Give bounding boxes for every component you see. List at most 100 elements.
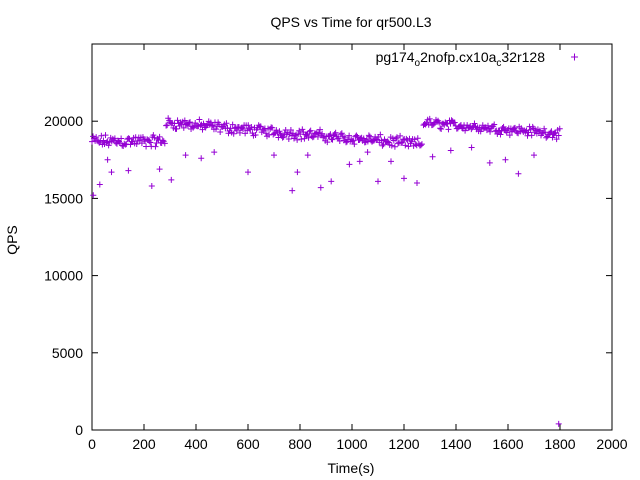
- data-point: [174, 117, 181, 124]
- data-point: [346, 161, 353, 168]
- x-axis-label: Time(s): [328, 460, 375, 476]
- data-point: [217, 128, 224, 135]
- x-tick-label: 1800: [544, 436, 575, 452]
- data-point: [551, 130, 558, 137]
- data-point: [414, 135, 421, 142]
- data-point: [233, 127, 240, 134]
- data-point: [393, 134, 400, 141]
- x-tick-label: 2000: [596, 436, 627, 452]
- data-point: [252, 131, 259, 138]
- data-point: [336, 138, 343, 145]
- y-axis: 0 5000 10000 15000 20000: [44, 113, 612, 438]
- data-point: [116, 138, 123, 145]
- data-point: [111, 135, 118, 142]
- legend-entry-marker: [571, 53, 578, 61]
- data-point: [548, 128, 555, 135]
- data-point: [294, 169, 301, 176]
- data-point: [168, 176, 175, 183]
- x-tick-label: 600: [236, 436, 260, 452]
- data-point: [528, 132, 535, 139]
- data-point: [317, 126, 324, 133]
- plot-border: [91, 43, 613, 431]
- data-point: [377, 131, 384, 138]
- data-point: [351, 141, 358, 148]
- data-point: [90, 192, 97, 199]
- data-point: [411, 136, 418, 143]
- data-point: [531, 152, 537, 159]
- data-point: [320, 134, 327, 141]
- data-point: [350, 137, 357, 144]
- data-point: [271, 130, 278, 137]
- data-point: [338, 130, 345, 137]
- data-point: [430, 120, 437, 127]
- data-point: [549, 134, 556, 141]
- data-point: [273, 127, 280, 134]
- data-point: [309, 134, 316, 141]
- data-point: [230, 130, 237, 137]
- y-tick-label: 20000: [44, 113, 83, 129]
- legend-entry-label: pg174o2nofp.cx10ac32r128: [376, 49, 546, 69]
- data-point: [438, 126, 445, 133]
- data-point: [173, 125, 180, 132]
- data-point: [451, 119, 458, 126]
- data-point: [161, 140, 168, 147]
- data-point: [150, 132, 157, 139]
- data-point: [203, 122, 210, 129]
- data-point: [198, 155, 205, 162]
- data-point: [240, 125, 247, 132]
- data-point: [314, 133, 321, 140]
- data-point: [260, 126, 267, 133]
- data-point: [401, 175, 407, 182]
- plot-frame: [91, 43, 613, 431]
- data-point: [332, 129, 339, 136]
- data-point: [469, 124, 476, 131]
- data-point: [512, 124, 519, 131]
- data-point: [445, 126, 452, 133]
- data-point: [271, 152, 277, 159]
- data-point: [229, 121, 236, 128]
- data-point: [156, 133, 163, 140]
- legend-subscript: c: [496, 58, 501, 69]
- data-point: [553, 136, 560, 143]
- data-point: [341, 134, 348, 141]
- data-point: [96, 181, 103, 188]
- data-point: [182, 152, 189, 159]
- data-point: [417, 142, 424, 149]
- data-point: [379, 142, 386, 149]
- data-point: [245, 169, 251, 176]
- data-point: [356, 158, 363, 165]
- data-point: [213, 126, 220, 133]
- data-point: [364, 149, 371, 156]
- data-point: [100, 137, 107, 144]
- data-point: [494, 131, 501, 138]
- x-tick-label: 0: [88, 436, 96, 452]
- data-point: [97, 138, 104, 145]
- data-point: [269, 124, 276, 131]
- data-point: [285, 136, 292, 143]
- x-tick-label: 1400: [440, 436, 471, 452]
- legend-text-part: 2nofp.cx10a: [420, 49, 496, 65]
- data-point: [487, 128, 494, 135]
- data-point: [365, 132, 372, 139]
- data-point: [405, 143, 412, 150]
- y-tick-label: 0: [75, 422, 83, 438]
- data-point: [391, 143, 398, 150]
- data-point: [148, 183, 155, 190]
- x-tick-label: 200: [132, 436, 156, 452]
- data-point: [98, 132, 105, 139]
- data-point: [248, 124, 255, 131]
- data-point: [542, 129, 549, 136]
- data-point: [497, 131, 504, 138]
- data-point: [292, 132, 299, 139]
- data-point: [366, 133, 373, 140]
- data-point: [418, 141, 425, 148]
- data-point: [196, 116, 203, 123]
- data-point: [152, 143, 159, 150]
- data-point: [163, 122, 170, 129]
- data-point: [500, 123, 507, 130]
- data-point: [280, 133, 287, 140]
- data-point: [304, 152, 311, 159]
- legend-subscript: o: [415, 58, 421, 69]
- data-point: [236, 129, 243, 136]
- data-point: [262, 130, 269, 137]
